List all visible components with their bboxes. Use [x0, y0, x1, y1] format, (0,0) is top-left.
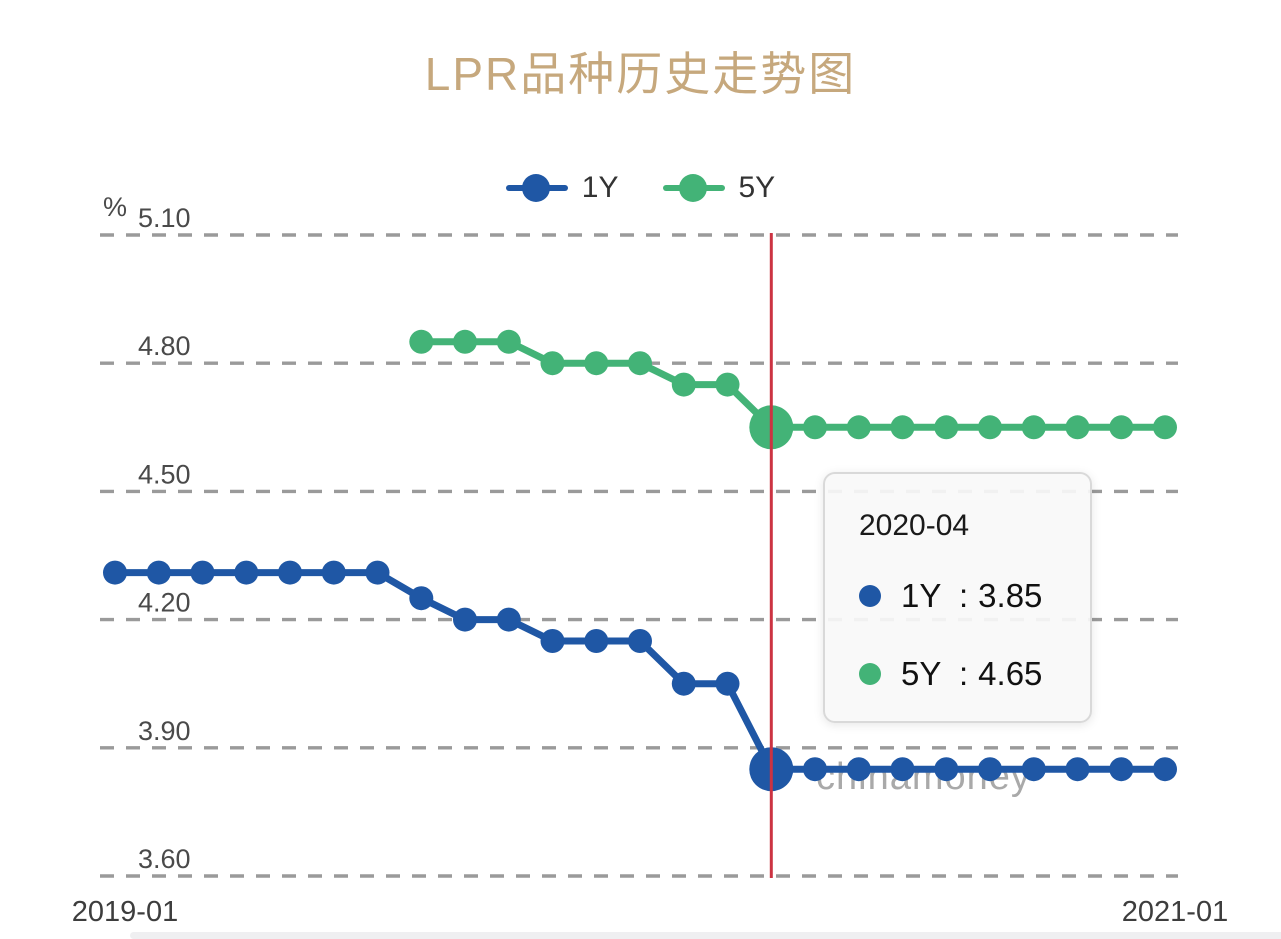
data-point-1y — [890, 757, 915, 782]
tooltip-1y-value: 3.85 — [978, 577, 1043, 614]
data-point-1y — [234, 560, 259, 585]
bottom-panel-edge — [130, 932, 1281, 939]
data-point-1y — [1153, 757, 1177, 782]
y-tick-label: 3.90 — [138, 716, 191, 746]
data-point-1y — [584, 629, 609, 653]
y-tick-label: 4.50 — [138, 459, 191, 489]
tooltip-row-1y: 1Y : 3.85 — [859, 578, 1090, 614]
data-point-1y — [409, 586, 434, 611]
tooltip-date: 2020-04 — [859, 509, 970, 542]
y-tick-label: 3.60 — [138, 844, 191, 874]
data-point-5y — [496, 329, 521, 354]
data-point-1y — [365, 560, 390, 585]
chart-title: LPR品种历史走势图 — [424, 48, 857, 100]
data-point-1y — [934, 757, 959, 782]
legend-item-5y[interactable]: 5Y — [662, 171, 776, 205]
y-axis-unit: % — [103, 192, 127, 222]
data-point-1y — [496, 607, 521, 632]
y-tick-label: 4.20 — [138, 588, 191, 618]
data-point-1y — [671, 671, 696, 696]
data-point-1y — [1021, 757, 1046, 782]
data-point-5y — [540, 351, 565, 376]
tooltip-row-5y: 5Y : 4.65 — [859, 656, 1090, 692]
y-tick-label: 5.10 — [138, 203, 191, 233]
legend: 1Y 5Y — [0, 171, 1281, 205]
data-point-1y — [453, 607, 477, 632]
tooltip-1y-separator: : — [959, 577, 969, 614]
legend-label-1y: 1Y — [581, 171, 619, 204]
data-point-5y — [715, 372, 740, 397]
data-point-1y — [103, 560, 127, 585]
data-point-5y — [671, 372, 696, 397]
data-point-1y — [715, 671, 740, 696]
tooltip-1y-label: 1Y — [901, 577, 942, 614]
legend-marker-1y-icon — [505, 173, 568, 203]
legend-marker-5y-icon — [662, 173, 725, 203]
data-point-5y — [1065, 415, 1090, 440]
data-point-5y — [453, 329, 477, 354]
data-point-1y — [978, 757, 1002, 782]
tooltip-5y-dot-icon — [859, 663, 881, 685]
data-point-1y — [846, 757, 871, 782]
data-point-1y — [540, 629, 565, 653]
data-point-1y — [803, 757, 827, 782]
data-point-5y — [409, 329, 434, 354]
tooltip-5y-value: 4.65 — [978, 655, 1043, 692]
legend-item-1y[interactable]: 1Y — [505, 171, 619, 205]
data-point-1y — [1065, 757, 1090, 782]
data-point-5y — [1153, 415, 1177, 440]
tooltip-5y-label: 5Y — [901, 655, 942, 692]
data-point-5y — [628, 351, 652, 376]
tooltip: 2020-04 1Y : 3.85 5Y : 4.65 — [823, 472, 1092, 723]
x-axis-label-end: 2021-01 — [1122, 896, 1228, 928]
data-point-1y — [628, 629, 652, 653]
data-point-5y — [803, 415, 827, 440]
y-tick-label: 4.80 — [138, 331, 191, 361]
data-point-5y — [584, 351, 609, 376]
data-point-5y — [1021, 415, 1046, 440]
tooltip-5y-separator: : — [959, 655, 969, 692]
series-line-5y — [417, 338, 1169, 431]
data-point-1y — [1109, 757, 1134, 782]
data-point-5y — [934, 415, 959, 440]
legend-label-5y: 5Y — [738, 171, 776, 204]
data-point-5y — [1109, 415, 1134, 440]
data-point-1y — [146, 560, 171, 585]
data-point-5y — [846, 415, 871, 440]
x-axis-label-start: 2019-01 — [72, 896, 178, 928]
tooltip-1y-dot-icon — [859, 585, 881, 607]
data-point-5y — [890, 415, 915, 440]
data-point-5y — [978, 415, 1002, 440]
data-point-1y — [321, 560, 346, 585]
data-point-1y — [190, 560, 215, 585]
data-point-1y — [278, 560, 302, 585]
